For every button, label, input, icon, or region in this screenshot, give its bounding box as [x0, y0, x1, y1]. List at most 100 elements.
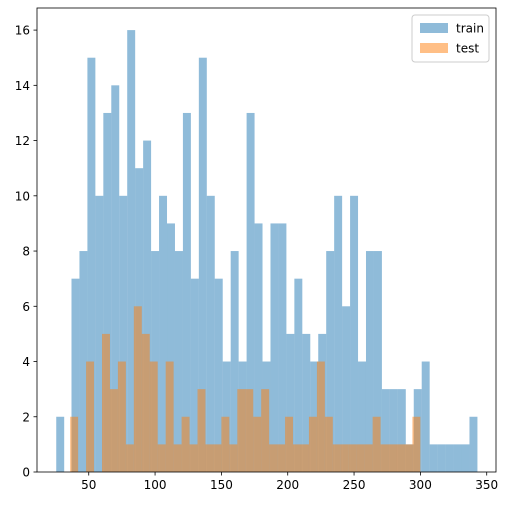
series-train	[56, 30, 478, 473]
bar-test-30	[324, 416, 333, 472]
y-tick-label: 6	[22, 300, 30, 314]
bar-test-13	[189, 444, 198, 472]
bar-test-3	[109, 389, 118, 472]
bar-test-18	[229, 444, 238, 472]
bar-test-4	[117, 361, 126, 472]
bar-test-28	[308, 416, 317, 472]
bar-train-48	[445, 444, 454, 472]
bar-train-1	[71, 278, 80, 472]
bar-train-42	[397, 389, 406, 472]
bar-train-4	[95, 195, 104, 472]
y-tick-label: 12	[15, 134, 30, 148]
bar-train-29	[294, 278, 303, 472]
bar-train-13	[167, 223, 175, 472]
bar-test-15	[205, 444, 214, 472]
bar-train-8	[127, 30, 136, 472]
plot-frame	[36, 7, 497, 473]
bar-train-10	[143, 140, 152, 472]
bar-test-8	[149, 361, 158, 472]
legend: train test	[411, 14, 490, 63]
y-tick-label: 10	[15, 189, 30, 203]
bar-train-5	[103, 112, 112, 472]
bar-test-10	[165, 361, 174, 472]
x-tick-label: 150	[210, 478, 233, 492]
bar-test-35	[364, 444, 373, 472]
y-tick-label: 4	[22, 355, 30, 369]
legend-label-train: train	[456, 22, 484, 36]
bar-test-19	[237, 389, 246, 472]
x-tick-label: 300	[409, 478, 432, 492]
bar-test-41	[412, 416, 421, 472]
bar-test-14	[197, 389, 206, 472]
bar-train-12	[159, 195, 168, 472]
bar-test-29	[316, 361, 325, 472]
bar-train-45	[421, 361, 430, 472]
bar-train-46	[429, 444, 438, 472]
bar-train-18	[206, 195, 215, 472]
bar-train-23	[246, 112, 255, 472]
legend-swatch-test	[420, 43, 448, 53]
bar-train-3	[87, 57, 96, 473]
bar-train-0	[56, 416, 65, 472]
bar-train-51	[469, 416, 478, 472]
plot-area	[56, 30, 478, 473]
bar-test-11	[173, 444, 182, 472]
bar-test-16	[213, 444, 222, 472]
bar-test-37	[380, 444, 389, 472]
x-tick-label: 200	[276, 478, 299, 492]
bar-train-21	[230, 251, 239, 472]
bar-train-39	[373, 251, 382, 472]
y-tick-label: 0	[22, 466, 30, 480]
y-tick-label: 8	[22, 245, 30, 259]
x-tick-label: 100	[144, 478, 167, 492]
bar-test-17	[221, 416, 230, 472]
bar-train-50	[461, 444, 470, 472]
y-tick-label: 14	[15, 79, 30, 93]
bar-train-15	[182, 112, 191, 472]
bar-test-40	[404, 444, 413, 472]
y-tick-label: 2	[22, 410, 30, 424]
bar-test-31	[332, 444, 341, 472]
bar-train-49	[453, 444, 462, 472]
x-tick-label: 350	[475, 478, 498, 492]
bar-train-33	[326, 251, 335, 472]
bar-test-6	[133, 306, 142, 472]
bar-train-26	[270, 223, 279, 472]
bar-train-27	[278, 223, 287, 472]
bar-test-38	[388, 444, 397, 472]
bar-test-22	[261, 389, 270, 472]
bar-test-34	[356, 444, 365, 472]
bar-train-19	[214, 278, 223, 472]
bar-test-36	[372, 416, 381, 472]
bar-test-20	[245, 389, 254, 472]
bar-test-12	[181, 416, 190, 472]
bar-train-47	[437, 444, 446, 472]
bar-train-38	[365, 251, 374, 472]
bar-test-21	[253, 416, 262, 472]
bar-test-5	[125, 444, 134, 472]
bar-test-2	[102, 333, 110, 472]
bar-train-40	[381, 389, 390, 472]
bar-test-39	[396, 444, 405, 472]
bar-train-7	[119, 195, 128, 472]
bar-test-23	[269, 444, 278, 472]
legend-label-test: test	[456, 42, 479, 56]
bar-train-14	[174, 251, 183, 472]
bar-train-35	[342, 306, 351, 472]
bar-train-28	[286, 333, 295, 472]
axes: 50 100 150 200 250 300 350 0 2 4 6 8 10 12 14 16	[15, 7, 498, 492]
bar-test-7	[141, 333, 150, 472]
bar-test-24	[277, 444, 286, 472]
bar-test-27	[300, 444, 309, 472]
bar-test-0	[70, 416, 79, 472]
bar-train-36	[350, 195, 359, 472]
x-tick-label: 250	[343, 478, 366, 492]
bar-test-33	[348, 444, 357, 472]
bar-train-37	[358, 361, 366, 472]
bar-test-9	[157, 444, 166, 472]
bar-train-6	[111, 85, 120, 472]
bar-train-24	[254, 223, 263, 472]
bar-train-30	[302, 333, 311, 472]
bar-train-2	[79, 251, 88, 472]
